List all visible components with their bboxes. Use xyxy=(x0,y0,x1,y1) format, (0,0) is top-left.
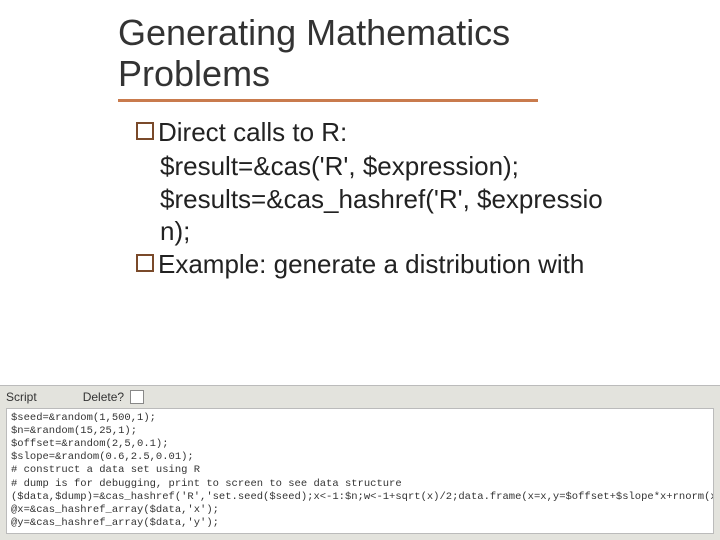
content-area: Direct calls to R: $result=&cas('R', $ex… xyxy=(0,102,720,281)
script-code-block[interactable]: $seed=&random(1,500,1); $n=&random(15,25… xyxy=(6,408,714,534)
bullet-item: Example: generate a distribution with xyxy=(136,248,690,281)
bullet-lead-text: Example: generate a distribution with xyxy=(158,248,584,281)
code-line: $n=&random(15,25,1); xyxy=(11,425,137,437)
code-line: @y=&cas_hashref_array($data,'y'); xyxy=(11,517,219,529)
code-line: @x=&cas_hashref_array($data,'x'); xyxy=(11,504,219,516)
title-line-2: Problems xyxy=(118,53,270,94)
script-panel-header: Script Delete? xyxy=(0,386,720,408)
bullet-continuation-line: $result=&cas('R', $expression); xyxy=(160,150,690,183)
code-line: # dump is for debugging, print to screen… xyxy=(11,478,402,490)
delete-label: Delete? xyxy=(83,390,124,404)
bullet-marker-icon xyxy=(136,122,154,140)
bullet-item: Direct calls to R: xyxy=(136,116,690,149)
code-line: $slope=&random(0.6,2.5,0.01); xyxy=(11,451,194,463)
bullet-continuation-line: n); xyxy=(160,215,690,248)
code-line: $offset=&random(2,5,0.1); xyxy=(11,438,169,450)
script-label: Script xyxy=(6,390,37,404)
code-line: # construct a data set using R xyxy=(11,464,200,476)
code-line: $seed=&random(1,500,1); xyxy=(11,412,156,424)
script-panel: Script Delete? $seed=&random(1,500,1); $… xyxy=(0,385,720,540)
delete-checkbox[interactable] xyxy=(130,390,144,404)
slide-title: Generating Mathematics Problems xyxy=(0,0,720,95)
bullet-lead-text: Direct calls to R: xyxy=(158,116,347,149)
title-line-1: Generating Mathematics xyxy=(118,12,510,53)
bullet-continuation-line: $results=&cas_hashref('R', $expressio xyxy=(160,183,690,216)
code-line: ($data,$dump)=&cas_hashref('R','set.seed… xyxy=(11,491,714,503)
bullet-marker-icon xyxy=(136,254,154,272)
